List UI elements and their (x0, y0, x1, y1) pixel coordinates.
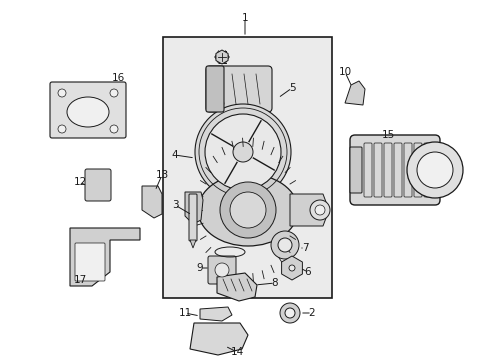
Text: 3: 3 (171, 200, 178, 210)
FancyBboxPatch shape (349, 147, 361, 193)
Text: 6: 6 (304, 267, 311, 277)
Circle shape (110, 125, 118, 133)
FancyBboxPatch shape (349, 135, 439, 205)
Circle shape (406, 142, 462, 198)
Text: 15: 15 (381, 130, 394, 140)
Text: 2: 2 (308, 308, 315, 318)
Text: 5: 5 (288, 83, 295, 93)
Circle shape (278, 238, 291, 252)
FancyBboxPatch shape (75, 243, 105, 281)
Circle shape (416, 152, 452, 188)
Text: 12: 12 (73, 177, 86, 187)
Text: 1: 1 (241, 13, 248, 23)
FancyBboxPatch shape (85, 169, 111, 201)
Circle shape (270, 231, 298, 259)
Bar (163, 37, 331, 298)
Circle shape (58, 89, 66, 97)
Polygon shape (217, 273, 257, 301)
Text: 17: 17 (73, 275, 86, 285)
Polygon shape (289, 194, 325, 226)
Circle shape (288, 265, 294, 271)
Text: 7: 7 (301, 243, 307, 253)
Circle shape (309, 200, 329, 220)
Polygon shape (216, 50, 227, 64)
Text: 4: 4 (171, 150, 178, 160)
Polygon shape (142, 186, 162, 218)
Ellipse shape (67, 97, 109, 127)
Circle shape (110, 89, 118, 97)
Polygon shape (200, 307, 231, 321)
Text: 8: 8 (271, 278, 278, 288)
Circle shape (232, 142, 252, 162)
Circle shape (215, 263, 228, 277)
Text: 16: 16 (111, 73, 124, 83)
Circle shape (223, 132, 263, 172)
Text: 11: 11 (178, 308, 191, 318)
Text: 14: 14 (230, 347, 243, 357)
Circle shape (204, 114, 281, 190)
Circle shape (314, 205, 325, 215)
Polygon shape (345, 81, 364, 105)
FancyBboxPatch shape (207, 256, 236, 284)
Polygon shape (190, 323, 247, 355)
Text: 9: 9 (196, 263, 203, 273)
FancyBboxPatch shape (205, 66, 271, 112)
FancyBboxPatch shape (50, 82, 126, 138)
FancyBboxPatch shape (205, 66, 224, 112)
Text: 10: 10 (338, 67, 351, 77)
Circle shape (58, 125, 66, 133)
Polygon shape (190, 240, 196, 248)
Circle shape (285, 261, 298, 275)
Polygon shape (184, 192, 203, 224)
Ellipse shape (198, 174, 297, 246)
Circle shape (280, 303, 299, 323)
Circle shape (220, 182, 275, 238)
Circle shape (195, 104, 290, 200)
Polygon shape (281, 256, 302, 280)
FancyBboxPatch shape (189, 194, 197, 241)
Polygon shape (70, 228, 140, 286)
Circle shape (285, 308, 294, 318)
Circle shape (229, 192, 265, 228)
Text: 13: 13 (155, 170, 168, 180)
